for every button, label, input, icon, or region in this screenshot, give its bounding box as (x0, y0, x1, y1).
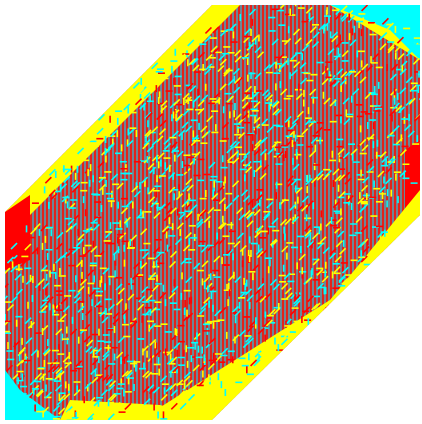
tile-edge (98, 420, 104, 424)
tiling (0, 0, 422, 424)
tile-edge (346, 0, 352, 1)
tiling-image (0, 0, 422, 424)
tile-edge (64, 420, 70, 424)
frozen-red-left (5, 195, 30, 270)
tile-edge (341, 0, 347, 1)
page: {} html, body { margin: 0; padding: 0; b… (0, 0, 422, 424)
tile-edge (279, 0, 285, 3)
page-body: (() => { const svg = document.getElement… (0, 0, 422, 424)
tile-edge (330, 0, 336, 3)
tile-edge (81, 420, 87, 424)
